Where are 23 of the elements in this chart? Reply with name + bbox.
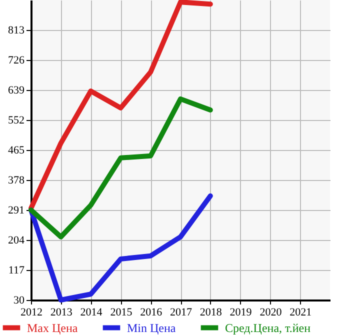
y-tick-label: 30	[14, 294, 25, 306]
y-tick-label: 465	[8, 144, 25, 156]
x-tick-label: 2020	[260, 306, 282, 318]
y-tick-label: 552	[8, 114, 24, 126]
y-tick-label: 291	[8, 204, 24, 216]
y-tick-label: 639	[8, 84, 25, 96]
y-tick-label: 378	[8, 174, 25, 186]
y-tick-label: 726	[8, 54, 25, 66]
x-tick-label: 2018	[200, 306, 222, 318]
x-tick-label: 2012	[20, 306, 42, 318]
y-tick-label: 813	[8, 24, 25, 36]
x-tick-label: 2017	[170, 306, 192, 318]
x-tick-label: 2013	[50, 306, 73, 318]
legend-label: Max Цена	[27, 320, 78, 335]
x-tick-label: 2019	[230, 306, 252, 318]
y-tick-label: 204	[8, 234, 25, 246]
x-tick-label: 2021	[290, 306, 312, 318]
x-tick-label: 2016	[140, 306, 163, 318]
x-tick-label: 2015	[110, 306, 133, 318]
legend-label: Min Цена	[127, 320, 176, 335]
x-tick-label: 2014	[80, 306, 103, 318]
legend-label: Сред.Цена, т.йен	[225, 320, 312, 335]
y-tick-label: 117	[8, 264, 25, 276]
